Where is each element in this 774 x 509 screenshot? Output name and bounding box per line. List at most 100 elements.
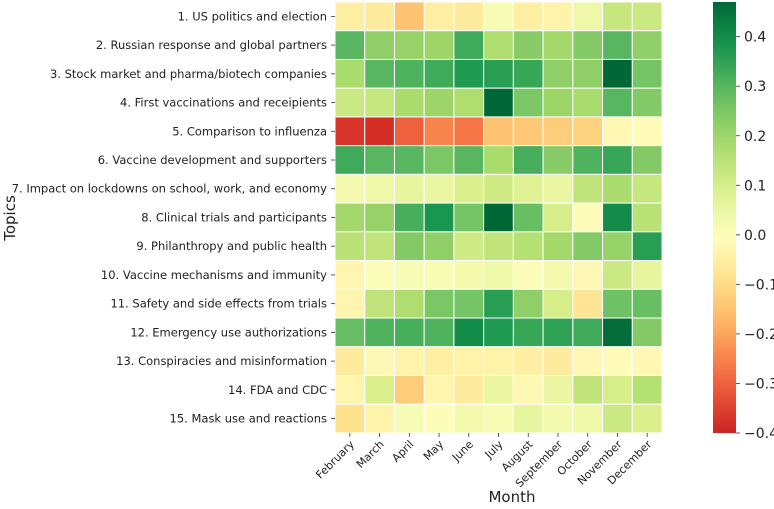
y-tick-label: 3. Stock market and pharma/biotech compa… — [50, 67, 327, 81]
heatmap-cell — [453, 260, 485, 290]
heatmap-cell — [512, 30, 544, 60]
heatmap-cell — [364, 288, 395, 319]
heatmap-cell — [334, 87, 366, 118]
heatmap-cell — [483, 231, 514, 262]
heatmap-cell — [572, 202, 604, 233]
colorbar-tick-label: 0.2 — [744, 129, 766, 145]
heatmap-cell — [512, 346, 544, 376]
heatmap-cell — [602, 173, 633, 204]
heatmap-cell — [572, 58, 604, 89]
heatmap-cell — [364, 87, 395, 118]
heatmap-cell — [512, 173, 544, 204]
heatmap-cell — [542, 231, 574, 262]
y-tick-label: 13. Conspiracies and misinformation — [116, 354, 327, 368]
heatmap-cell — [631, 173, 663, 204]
heatmap-cell — [334, 145, 366, 175]
heatmap-cell — [423, 87, 455, 118]
heatmap-cell — [572, 317, 604, 348]
heatmap-cell — [334, 1, 366, 32]
heatmap-cell — [572, 346, 604, 376]
y-tick-label: 12. Emergency use authorizations — [130, 325, 327, 339]
heatmap-cell — [631, 202, 663, 233]
heatmap-cell — [393, 346, 425, 376]
heatmap-cell — [334, 317, 366, 348]
heatmap-cell — [602, 1, 633, 32]
heatmap-cell — [334, 403, 366, 434]
heatmap-cell — [364, 202, 395, 233]
heatmap-cell — [542, 260, 574, 290]
heatmap-cell — [631, 30, 663, 60]
heatmap-cell — [483, 58, 514, 89]
heatmap-cell — [542, 346, 574, 376]
y-tick-label: 4. First vaccinations and receipients — [120, 96, 327, 110]
heatmap-cell — [631, 288, 663, 319]
heatmap-cell — [364, 145, 395, 175]
heatmap-cell — [334, 374, 366, 405]
heatmap-cell — [364, 116, 395, 147]
colorbar-ticks: 0.4 0.3 0.2 0.1 0.0 −0.1 −0.2 −0.3 −0.4 — [736, 30, 774, 442]
heatmap-cell — [512, 1, 544, 32]
heatmap-cell — [393, 87, 425, 118]
x-tick-label: July — [482, 438, 506, 462]
heatmap-cell — [423, 260, 455, 290]
heatmap-cell — [542, 145, 574, 175]
heatmap-cell — [602, 374, 633, 405]
heatmap-cell — [453, 374, 485, 405]
heatmap-cell — [512, 231, 544, 262]
heatmap-cell — [572, 260, 604, 290]
heatmap-cell — [572, 288, 604, 319]
colorbar-tick-label: 0.3 — [744, 79, 766, 95]
heatmap-cell — [631, 403, 663, 434]
heatmap-cell — [453, 1, 485, 32]
heatmap-cell — [364, 1, 395, 32]
y-tick-labels: 1. US politics and election 2. Russian re… — [12, 9, 335, 426]
heatmap-cell — [393, 202, 425, 233]
x-tick-label: April — [389, 438, 416, 465]
heatmap-cell — [542, 374, 574, 405]
colorbar — [713, 2, 736, 433]
colorbar-tick-label: −0.3 — [744, 376, 774, 392]
colorbar-tick-label: 0.0 — [744, 228, 766, 244]
heatmap-cell — [572, 30, 604, 60]
heatmap-cell — [631, 346, 663, 376]
heatmap-cell — [483, 202, 514, 233]
heatmap-cell — [483, 1, 514, 32]
heatmap-cell — [602, 116, 633, 147]
heatmap-cell — [453, 202, 485, 233]
heatmap-cell — [631, 260, 663, 290]
y-tick-label: 15. Mask use and reactions — [170, 412, 327, 426]
heatmap-cell — [602, 231, 633, 262]
heatmap-cell — [453, 346, 485, 376]
heatmap-cell — [453, 173, 485, 204]
heatmap-cell — [364, 58, 395, 89]
heatmap-cell — [602, 260, 633, 290]
heatmap-cell — [393, 288, 425, 319]
heatmap-cell — [393, 145, 425, 175]
heatmap-cell — [631, 116, 663, 147]
heatmap-cell — [483, 260, 514, 290]
heatmap-cell — [512, 317, 544, 348]
heatmap-cell — [423, 288, 455, 319]
heatmap-cell — [483, 87, 514, 118]
heatmap-cell — [483, 317, 514, 348]
heatmap-cell — [631, 231, 663, 262]
heatmap-cell — [423, 202, 455, 233]
heatmap-cell — [483, 403, 514, 434]
heatmap-cell — [631, 58, 663, 89]
colorbar-tick-label: −0.2 — [744, 327, 774, 343]
heatmap-cell — [393, 260, 425, 290]
heatmap-cell — [602, 145, 633, 175]
x-axis-label: Month — [488, 488, 535, 506]
heatmap-cell — [423, 173, 455, 204]
heatmap-cell — [364, 30, 395, 60]
heatmap-cell — [423, 58, 455, 89]
y-tick-label: 5. Comparison to influenza — [172, 124, 327, 138]
heatmap-cell — [631, 317, 663, 348]
heatmap-cell — [334, 288, 366, 319]
heatmap-cell — [423, 30, 455, 60]
heatmap-cell — [542, 30, 574, 60]
y-tick-label: 7. Impact on lockdowns on school, work, … — [12, 182, 327, 196]
heatmap-cell — [512, 202, 544, 233]
